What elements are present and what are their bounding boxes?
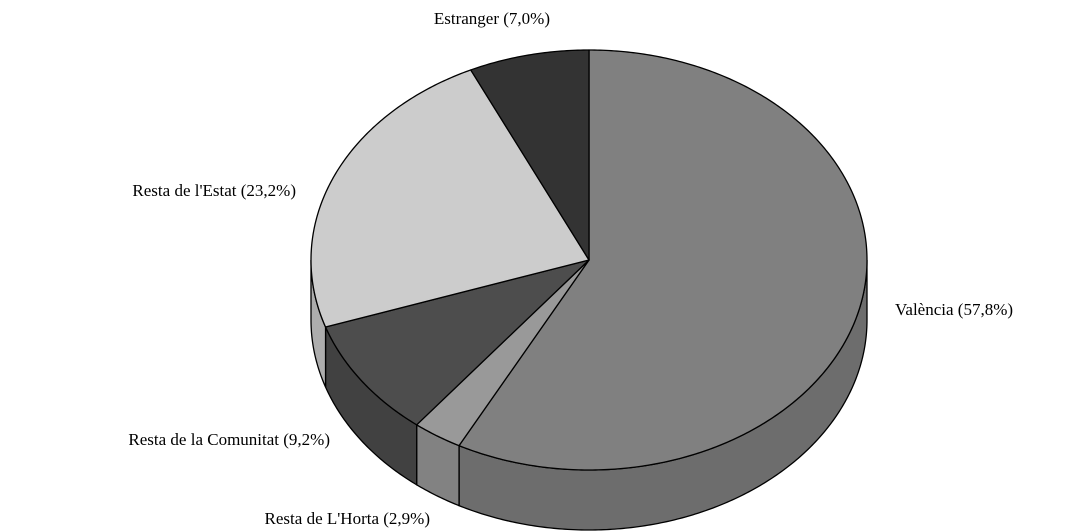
category-label: Resta de L'Horta	[265, 509, 380, 528]
value-label: (9,2%)	[283, 430, 330, 449]
slice-label: Estranger (7,0%)	[434, 9, 550, 28]
category-label: València	[895, 300, 954, 319]
category-label: Resta de l'Estat	[132, 181, 236, 200]
slice	[310, 69, 590, 328]
category-label: Estranger	[434, 9, 499, 28]
slice	[324, 259, 590, 426]
slice-label: Resta de l'Estat (23,2%)	[132, 181, 296, 200]
value-label: (2,9%)	[383, 509, 430, 528]
slice	[470, 49, 590, 261]
slice-label: Resta de la Comunitat (9,2%)	[128, 430, 330, 449]
slice-label: València (57,8%)	[895, 300, 1013, 319]
value-label: (23,2%)	[241, 181, 296, 200]
value-label: (7,0%)	[503, 9, 550, 28]
category-label: Resta de la Comunitat	[128, 430, 279, 449]
slice	[416, 259, 590, 447]
slice-label: Resta de L'Horta (2,9%)	[265, 509, 430, 528]
value-label: (57,8%)	[958, 300, 1013, 319]
slice	[458, 49, 868, 471]
